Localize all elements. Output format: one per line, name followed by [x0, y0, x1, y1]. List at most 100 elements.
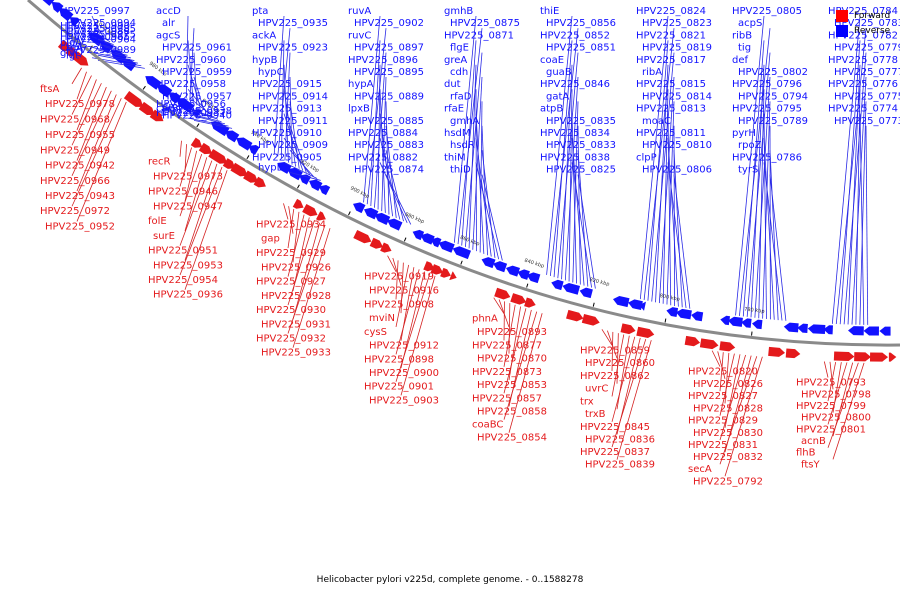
- forward-gene-label: HPV225_0954: [148, 275, 218, 286]
- forward-gene: [253, 176, 266, 188]
- leader-line: [750, 64, 765, 318]
- tick-label: 900 kbp: [349, 185, 370, 199]
- leader-line: [189, 28, 195, 101]
- leader-line: [283, 89, 297, 167]
- reverse-gene: [863, 326, 879, 336]
- forward-gene-label: HPV225_0943: [45, 191, 115, 202]
- forward-gene-label: HPV225_0873: [472, 367, 542, 378]
- forward-gene-label: HPV225_0916: [369, 286, 439, 297]
- leader-line: [179, 160, 213, 246]
- forward-gene: [869, 352, 889, 362]
- reverse-gene-label: coaE: [540, 55, 564, 66]
- reverse-gene-label: HPV225_0856: [546, 18, 616, 29]
- forward-gene-label: HPV225_0828: [693, 403, 763, 414]
- forward-gene-label: HPV225_0972: [40, 206, 110, 217]
- leader-line: [568, 89, 573, 282]
- reverse-gene-label: HPV225_0835: [546, 116, 616, 127]
- reverse-gene-label: HPV225_0884: [348, 128, 418, 139]
- reverse-gene-label: accD: [156, 6, 181, 17]
- leader-line: [503, 304, 516, 367]
- reverse-gene: [728, 316, 743, 327]
- leader-line: [71, 75, 92, 115]
- reverse-gene-label: HPV225_0964: [66, 35, 136, 46]
- reverse-gene-label: ruvA: [348, 6, 371, 17]
- tick-mark: [592, 302, 595, 307]
- reverse-gene-label: HPV225_0989: [66, 45, 136, 56]
- forward-gene-label: ftsY: [801, 459, 820, 470]
- leader-line: [289, 149, 314, 177]
- legend-item-forward: Forward: [836, 8, 890, 23]
- forward-gene: [369, 237, 384, 249]
- leader-line: [187, 88, 208, 113]
- forward-gene: [222, 158, 236, 169]
- leader-line: [97, 59, 145, 69]
- forward-gene: [123, 91, 144, 107]
- forward-gene-label: HPV225_0870: [477, 354, 547, 365]
- leader-line: [400, 262, 404, 314]
- leader-line: [508, 303, 511, 354]
- leader-line: [719, 356, 758, 465]
- leader-line: [187, 108, 215, 118]
- leader-line: [762, 101, 771, 319]
- reverse-gene-label: HPV225_0897: [354, 43, 424, 54]
- leader-line: [508, 313, 543, 433]
- leader-line: [549, 28, 579, 277]
- leader-line: [97, 44, 125, 54]
- leader-line: [187, 117, 229, 127]
- reverse-gene: [299, 174, 312, 185]
- reverse-gene: [741, 318, 752, 328]
- leader-line: [859, 101, 867, 325]
- forward-gene-label: folE: [148, 216, 167, 227]
- forward-gene-label: HPV225_0829: [688, 416, 758, 427]
- reverse-gene: [145, 76, 162, 90]
- reverse-gene-label: HPV225_0773: [834, 116, 900, 127]
- reverse-gene-label: HPV225_0823: [642, 18, 712, 29]
- reverse-gene-label: tyrS: [738, 165, 758, 176]
- tick-mark: [142, 85, 146, 90]
- reverse-gene-label: gmhA: [450, 116, 479, 127]
- forward-gene: [440, 267, 451, 278]
- reverse-gene: [59, 8, 74, 22]
- forward-gene-label: HPV225_0800: [801, 413, 871, 424]
- reverse-gene: [505, 265, 520, 277]
- reverse-gene-label: HPV225_0957: [162, 91, 232, 102]
- leader-line: [385, 150, 404, 222]
- forward-gene-label: HPV225_0862: [580, 371, 650, 382]
- reverse-gene-label: rpoZ: [738, 140, 762, 151]
- leader-line: [611, 334, 625, 397]
- leader-line: [184, 157, 208, 231]
- leader-line: [97, 38, 118, 48]
- leader-line: [673, 174, 691, 309]
- gene-labels: HPV225_0997HPV225_0994HPV225_0990HPV225_…: [40, 6, 900, 487]
- leader-line: [379, 89, 386, 213]
- forward-gene-label: HPV225_0912: [369, 341, 439, 352]
- reverse-gene-label: cdh: [450, 67, 468, 78]
- reverse-gene: [562, 282, 581, 295]
- forward-gene-label: HPV225_0839: [585, 460, 655, 471]
- reverse-gene-label: flgE: [450, 43, 469, 54]
- leader-line: [370, 40, 381, 207]
- reverse-gene-label: HPV225_0811: [636, 128, 706, 139]
- leader-line: [287, 225, 326, 334]
- forward-gene: [190, 137, 203, 148]
- reverse-gene-label: acpS: [738, 18, 762, 29]
- reverse-gene-label: HPV225_0875: [450, 18, 520, 29]
- leader-line: [91, 52, 135, 61]
- reverse-gene-label: moaC: [642, 116, 671, 127]
- leader-line: [851, 76, 867, 325]
- forward-gene: [449, 271, 457, 281]
- forward-gene-label: flhB: [796, 448, 816, 459]
- reverse-gene: [387, 218, 403, 231]
- forward-gene-label: HPV225_0952: [45, 221, 115, 232]
- forward-gene-label: HPV225_0947: [153, 201, 223, 212]
- reverse-gene-label: HPV225_0819: [642, 43, 712, 54]
- leader-line: [374, 52, 387, 208]
- reverse-gene-label: gmhB: [444, 6, 473, 17]
- reverse-gene: [823, 325, 833, 335]
- page-title: Helicobacter pylori v225d, complete geno…: [316, 575, 584, 585]
- forward-gene-label: HPV225_0953: [153, 260, 223, 271]
- reverse-gene-label: HPV225_0937: [156, 108, 226, 119]
- reverse-gene-label: HPV225_0774: [828, 104, 898, 115]
- reverse-gene-label: HPV225_0895: [354, 67, 424, 78]
- forward-gene-label: HPV225_0942: [45, 161, 115, 172]
